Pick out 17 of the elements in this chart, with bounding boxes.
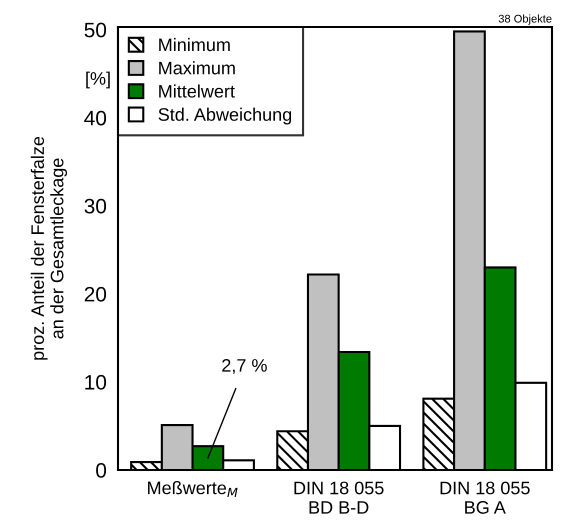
annotation: 2,7 % <box>222 359 267 374</box>
x-tick-label: Meßwerte$_{M}$ <box>148 481 238 498</box>
y-axis-title: proz. Anteil der Fensterfalze an der Gesamtleckage <box>30 136 68 360</box>
x-tick-label: DIN 18 055 BG A <box>440 482 530 514</box>
y-tick-label: 40 <box>84 110 106 126</box>
legend-label: Mittelwert <box>159 84 235 98</box>
y-tick-label: 50 <box>84 22 106 38</box>
text: 38 Objekte <box>498 14 552 25</box>
legend-label: Maximum <box>159 61 235 74</box>
legend-label: Minimum <box>159 38 230 52</box>
y-tick-label: 30 <box>84 198 106 214</box>
text: [%] <box>86 72 110 88</box>
legend-label: Std. Abweichung <box>158 108 292 124</box>
y-tick-label: 20 <box>84 286 106 302</box>
y-tick-label: 0 <box>96 463 106 478</box>
x-tick-label: DIN 18 055 BD B-D <box>294 482 384 514</box>
y-tick-label: 10 <box>85 374 106 390</box>
